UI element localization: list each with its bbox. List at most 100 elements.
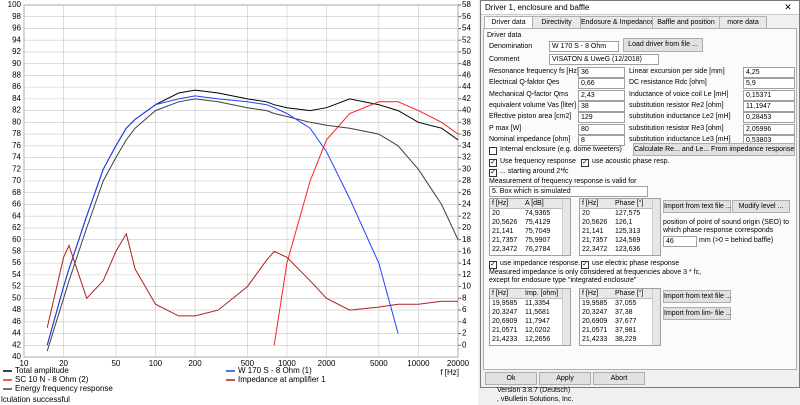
- table-cell: 20: [492, 210, 500, 217]
- field-label: Denomination: [489, 43, 533, 50]
- table-cell: 20,5626: [492, 219, 518, 226]
- field-label: substitution resistor Re3 [ohm]: [629, 124, 724, 132]
- y-tick-label: 44: [12, 329, 21, 338]
- text-input[interactable]: 46: [663, 236, 697, 247]
- field-label: equivalent volume Vas [liter]: [489, 101, 577, 109]
- checkbox-label: use impedance response.: [500, 260, 581, 267]
- scrollbar[interactable]: [562, 199, 570, 255]
- button[interactable]: Abort: [593, 372, 645, 385]
- y2-tick-label: 56: [462, 12, 471, 21]
- table-cell: 37,38: [615, 309, 633, 316]
- checkbox[interactable]: [489, 147, 497, 155]
- button[interactable]: Import from lim- file ...: [663, 307, 732, 320]
- legend-label: SC 10 N - 8 Ohm (2): [15, 375, 89, 384]
- field-label: substitution inductance Le3 [mH]: [629, 135, 731, 143]
- y-tick-label: 84: [12, 94, 21, 103]
- text-input[interactable]: 11,1947: [743, 100, 795, 112]
- scrollbar[interactable]: [562, 289, 570, 345]
- y-tick-label: 56: [12, 258, 21, 267]
- legend-label: Total amplitude: [15, 366, 69, 375]
- text-input[interactable]: 8: [578, 134, 625, 146]
- text-input[interactable]: 80: [578, 123, 625, 135]
- y-tick-label: 68: [12, 188, 21, 197]
- scrollbar[interactable]: [652, 289, 660, 345]
- field-label: substitution resistor Re2 [ohm]: [629, 101, 724, 109]
- text-input[interactable]: 0,15371: [743, 89, 795, 101]
- checkbox[interactable]: ✓: [489, 169, 497, 177]
- x-tick-label: 50: [111, 359, 120, 368]
- table-cell: f [Hz]: [582, 290, 599, 297]
- y-tick-label: 66: [12, 200, 21, 209]
- table-cell: 20: [582, 210, 590, 217]
- text-input[interactable]: VISATON & UweG (12/2018): [549, 54, 659, 65]
- field-label: Electrical Q-faktor Qes: [489, 79, 560, 87]
- y2-tick-label: 30: [462, 164, 471, 173]
- button[interactable]: Modify level ...: [732, 200, 790, 213]
- checkbox[interactable]: ✓: [581, 261, 589, 269]
- series-line: [46, 98, 459, 352]
- y2-tick-label: 52: [462, 35, 471, 44]
- table-cell: 20,6909: [582, 318, 608, 325]
- x-axis-label: f [Hz]: [440, 368, 459, 377]
- button[interactable]: Import from text file ...: [663, 290, 732, 303]
- dialog: Driver 1, enclosure and baffle ✕ Driver da…: [480, 0, 800, 388]
- text: position of point of sound origin (SEO) …: [663, 219, 790, 234]
- text-input[interactable]: W 170 S - 8 Ohm: [549, 41, 619, 52]
- y2-tick-label: 0: [462, 340, 467, 349]
- status-text: lculation successful: [1, 395, 70, 404]
- table-header: [490, 289, 570, 299]
- text-input[interactable]: 4,25: [743, 67, 795, 78]
- button[interactable]: Load driver from file ...: [623, 38, 703, 52]
- checkbox[interactable]: ✓: [489, 159, 497, 167]
- text-input[interactable]: 0,28453: [743, 112, 795, 124]
- y2-tick-label: 40: [462, 106, 471, 115]
- table-cell: A [dB]: [525, 200, 544, 207]
- text-input[interactable]: 36: [578, 67, 625, 78]
- table[interactable]: f [Hz] A [dB] 20 74,9365 20,5626 75,4129 21,14…: [489, 198, 571, 256]
- scrollbar[interactable]: [652, 199, 660, 255]
- y2-tick-label: 34: [462, 141, 471, 150]
- title-bar: [481, 1, 799, 15]
- button[interactable]: Ok: [485, 372, 537, 385]
- table-cell: 38,229: [615, 336, 637, 343]
- text-input[interactable]: 5,9: [743, 78, 795, 90]
- table-cell: 20,3247: [492, 309, 518, 316]
- y-tick-label: 72: [12, 164, 21, 173]
- text-input[interactable]: 0,66: [578, 78, 625, 90]
- y2-tick-label: 16: [462, 247, 471, 256]
- checkbox[interactable]: ✓: [489, 261, 497, 269]
- y2-tick-label: 6: [462, 305, 467, 314]
- dropdown[interactable]: 5. Box which is simulated: [489, 186, 648, 197]
- field-label: Comment: [489, 56, 520, 63]
- table-cell: 11,3354: [525, 300, 550, 307]
- table[interactable]: f [Hz] Phase [°] 20 127,575 20,5626 126,1 21,1…: [579, 198, 661, 256]
- text-input[interactable]: 2,43: [578, 89, 625, 101]
- y2-tick-label: 50: [462, 47, 471, 56]
- chart: 4042444648505254565860626466687072747678…: [0, 0, 478, 405]
- table-cell: 126,1: [615, 219, 633, 226]
- text-input[interactable]: 38: [578, 100, 625, 112]
- x-tick-label: 20000: [447, 359, 470, 368]
- y-tick-label: 86: [12, 82, 21, 91]
- y2-tick-label: 20: [462, 223, 471, 232]
- checkbox[interactable]: ✓: [581, 159, 589, 167]
- button[interactable]: Apply: [539, 372, 591, 385]
- x-tick-label: 20: [59, 359, 68, 368]
- y2-tick-label: 8: [462, 293, 467, 302]
- y2-tick-label: 48: [462, 59, 471, 68]
- table-cell: 20,6909: [492, 318, 518, 325]
- field-label: DC resistance Rdc [ohm]: [629, 79, 707, 87]
- close-button[interactable]: ✕: [784, 2, 792, 12]
- text-input[interactable]: 2,05996: [743, 123, 795, 135]
- y-tick-label: 98: [12, 12, 21, 21]
- button[interactable]: Import from text file ...: [663, 200, 732, 213]
- text-input[interactable]: 129: [578, 112, 625, 124]
- button[interactable]: Calculate Re... and Le... From impedance…: [633, 143, 795, 156]
- legend-label: Impedance at amplifier 1: [238, 375, 326, 384]
- y-tick-label: 54: [12, 270, 21, 279]
- table-cell: 37,677: [615, 318, 637, 325]
- table[interactable]: f [Hz] Phase [°] 19,9585 37,055 20,3247 37,38…: [579, 288, 661, 346]
- table[interactable]: f [Hz] Imp. [ohm] 19,9585 11,3354 20,3247 11,…: [489, 288, 571, 346]
- table-cell: 75,4129: [525, 219, 551, 226]
- y2-tick-label: 4: [462, 317, 467, 326]
